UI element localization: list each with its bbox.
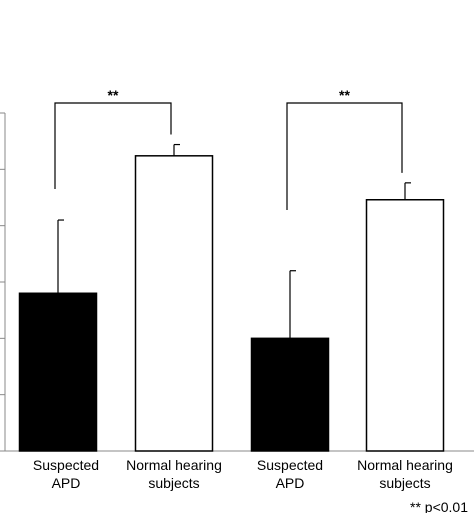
bar [365,199,445,452]
bar [134,155,214,452]
x-tick-label: Suspected [33,457,99,473]
footnote: ** p<0.01 [410,499,468,513]
x-tick-label: APD [52,475,81,491]
x-tick-label: subjects [148,475,199,491]
significance-bracket [54,102,172,190]
significance-bracket [286,102,403,210]
x-tick-label: Normal hearing [126,457,222,473]
x-tick-label: subjects [379,475,430,491]
bar [18,292,98,452]
x-tick-label: Suspected [257,457,323,473]
x-tick-label: APD [276,475,305,491]
x-tick-label: Normal hearing [357,457,453,473]
significance-label: ** [339,87,350,103]
significance-label: ** [108,87,119,103]
bar [250,337,330,452]
